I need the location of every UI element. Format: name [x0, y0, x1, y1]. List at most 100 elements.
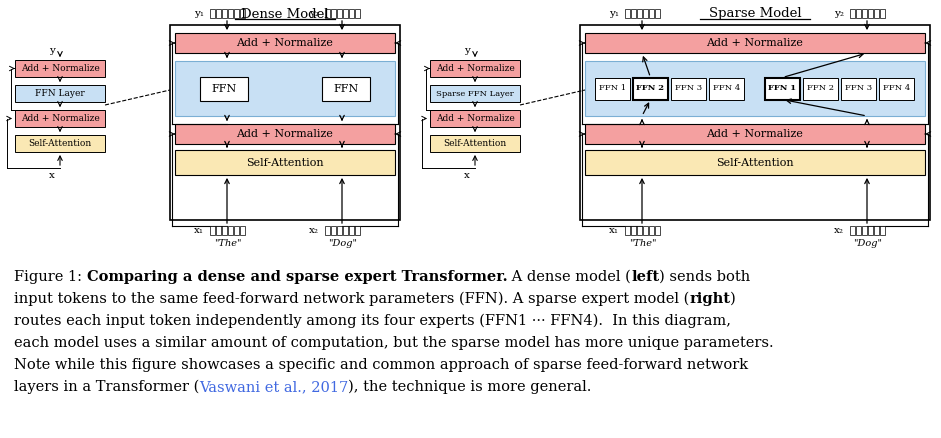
Bar — [349, 226, 354, 235]
Bar — [633, 78, 668, 99]
Text: routes each input token independently among its four experts (FFN1 ··· FFN4).  I: routes each input token independently am… — [14, 314, 731, 328]
Text: Self-Attention: Self-Attention — [716, 158, 794, 167]
Text: layers in a Transformer (: layers in a Transformer ( — [14, 380, 199, 394]
Bar — [585, 124, 925, 144]
Text: Figure 1:: Figure 1: — [14, 270, 87, 284]
Text: FFN 3: FFN 3 — [845, 85, 872, 92]
Bar — [625, 9, 630, 18]
Text: Add + Normalize: Add + Normalize — [707, 129, 804, 139]
Bar — [15, 110, 105, 127]
Text: each model uses a similar amount of computation, but the sparse model has more u: each model uses a similar amount of comp… — [14, 336, 774, 350]
Bar — [862, 226, 867, 235]
Bar — [355, 9, 360, 18]
Bar — [331, 226, 336, 235]
Bar — [343, 9, 348, 18]
Bar — [322, 77, 370, 100]
Bar — [803, 78, 838, 99]
Text: ): ) — [730, 292, 736, 306]
Bar — [430, 110, 520, 127]
Bar — [880, 9, 885, 18]
Bar — [337, 9, 342, 18]
Text: A dense model (: A dense model ( — [507, 270, 631, 284]
Text: Add + Normalize: Add + Normalize — [236, 129, 333, 139]
Bar — [862, 9, 867, 18]
Bar — [631, 226, 636, 235]
Bar — [874, 9, 879, 18]
Text: FFN 4: FFN 4 — [883, 85, 910, 92]
Text: ), the technique is more general.: ), the technique is more general. — [348, 380, 592, 394]
Bar — [430, 60, 520, 77]
Text: Note while this figure showcases a specific and common approach of sparse feed-f: Note while this figure showcases a speci… — [14, 358, 748, 372]
Text: Sparse FFN Layer: Sparse FFN Layer — [436, 89, 514, 98]
Text: Add + Normalize: Add + Normalize — [21, 114, 100, 123]
Bar — [585, 61, 925, 116]
Bar — [631, 9, 636, 18]
Bar — [671, 78, 706, 99]
Bar — [580, 25, 930, 220]
Bar — [856, 226, 861, 235]
Bar — [228, 226, 233, 235]
Text: y₂: y₂ — [834, 9, 844, 18]
Text: "The": "The" — [630, 239, 657, 247]
Bar — [850, 9, 855, 18]
Text: x₁: x₁ — [194, 226, 204, 235]
Bar — [175, 150, 395, 175]
Text: FFN 1: FFN 1 — [598, 85, 626, 92]
Bar — [355, 226, 360, 235]
Bar — [349, 9, 354, 18]
Text: left: left — [631, 270, 659, 284]
Text: FFN 2: FFN 2 — [636, 85, 664, 92]
Text: y₁: y₁ — [609, 9, 619, 18]
Text: FFN: FFN — [333, 84, 359, 93]
Bar — [210, 9, 215, 18]
Bar — [649, 9, 654, 18]
Bar — [625, 226, 630, 235]
Text: y: y — [464, 46, 470, 55]
Bar — [709, 78, 744, 99]
Bar — [430, 135, 520, 152]
Text: x₂: x₂ — [309, 226, 319, 235]
Bar — [15, 135, 105, 152]
Text: Vaswani et al., 2017: Vaswani et al., 2017 — [199, 380, 348, 394]
Bar — [643, 9, 648, 18]
Text: y: y — [49, 46, 55, 55]
Text: ) sends both: ) sends both — [659, 270, 750, 284]
Bar — [585, 33, 925, 53]
Bar — [868, 9, 873, 18]
Text: Self-Attention: Self-Attention — [28, 139, 91, 148]
Bar — [856, 9, 861, 18]
Text: Sparse Model: Sparse Model — [709, 7, 802, 21]
Text: x: x — [464, 171, 470, 180]
Text: input tokens to the same feed-forward network parameters (FFN). A sparse expert : input tokens to the same feed-forward ne… — [14, 292, 689, 307]
Bar — [637, 226, 642, 235]
Text: x₂: x₂ — [834, 226, 844, 235]
Text: FFN 2: FFN 2 — [807, 85, 834, 92]
Bar — [655, 226, 660, 235]
Bar — [325, 9, 330, 18]
Bar — [649, 226, 654, 235]
Bar — [15, 85, 105, 102]
Bar — [765, 78, 800, 99]
Bar — [643, 226, 648, 235]
Bar — [216, 226, 221, 235]
Bar — [879, 78, 914, 99]
Text: Dense Model: Dense Model — [241, 7, 328, 21]
Text: Add + Normalize: Add + Normalize — [236, 38, 333, 48]
Text: Self-Attention: Self-Attention — [247, 158, 324, 167]
Bar — [222, 226, 227, 235]
Text: Add + Normalize: Add + Normalize — [707, 38, 804, 48]
Bar — [175, 61, 395, 116]
Bar — [343, 226, 348, 235]
Bar — [234, 9, 239, 18]
Bar — [228, 9, 233, 18]
Text: FFN: FFN — [212, 84, 236, 93]
Text: right: right — [689, 292, 730, 306]
Bar — [175, 124, 395, 144]
Text: "Dog": "Dog" — [853, 239, 883, 247]
Text: FFN 1: FFN 1 — [769, 85, 797, 92]
Bar — [585, 150, 925, 175]
Bar — [210, 226, 215, 235]
Text: Self-Attention: Self-Attention — [443, 139, 506, 148]
Bar — [222, 9, 227, 18]
Bar — [331, 9, 336, 18]
